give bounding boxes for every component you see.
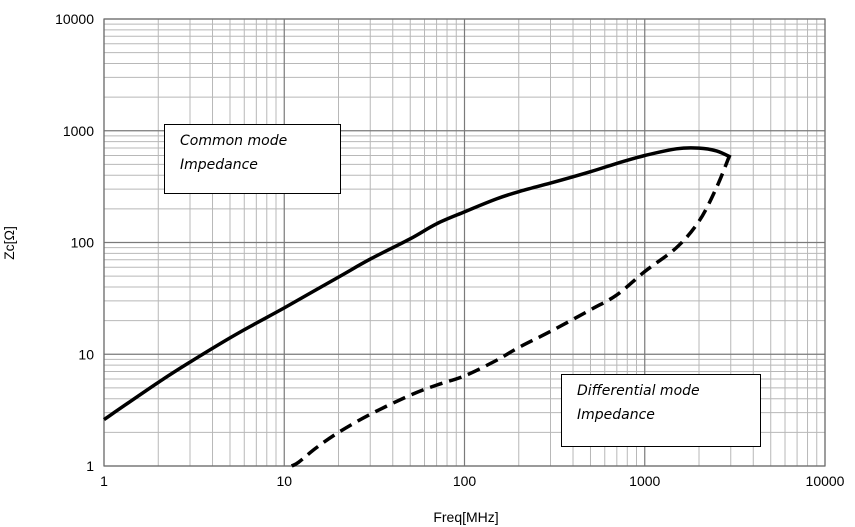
x-tick-label: 1000 — [629, 473, 660, 489]
differential-mode-curve — [290, 151, 733, 468]
y-axis-title: Zc[Ω] — [1, 226, 17, 260]
series-layer — [103, 146, 733, 468]
y-tick-label: 10 — [78, 346, 94, 362]
annotation-differential-line1: Differential mode — [577, 383, 700, 399]
plot-border — [103, 18, 826, 467]
y-tick-label: 1000 — [63, 123, 94, 139]
x-tick-label: 1 — [100, 473, 108, 489]
y-tick-label: 10000 — [55, 11, 94, 27]
annotation-common-line2: Impedance — [180, 157, 258, 173]
x-axis-title: Freq[MHz] — [433, 509, 498, 525]
x-tick-label: 10000 — [806, 473, 845, 489]
annotation-differential-line2: Impedance — [577, 407, 655, 423]
y-tick-label: 100 — [71, 235, 95, 251]
common-mode-curve — [103, 146, 732, 422]
y-tick-label: 1 — [86, 458, 94, 474]
tick-labels: 1 10 100 1000 10000 1 10 100 1000 10000 — [55, 11, 845, 489]
x-tick-label: 10 — [276, 473, 292, 489]
annotation-common-line1: Common mode — [180, 133, 288, 149]
annotation-differential-mode: Differential mode Impedance — [561, 374, 761, 447]
annotation-common-mode: Common mode Impedance — [164, 124, 341, 194]
x-tick-label: 100 — [453, 473, 477, 489]
